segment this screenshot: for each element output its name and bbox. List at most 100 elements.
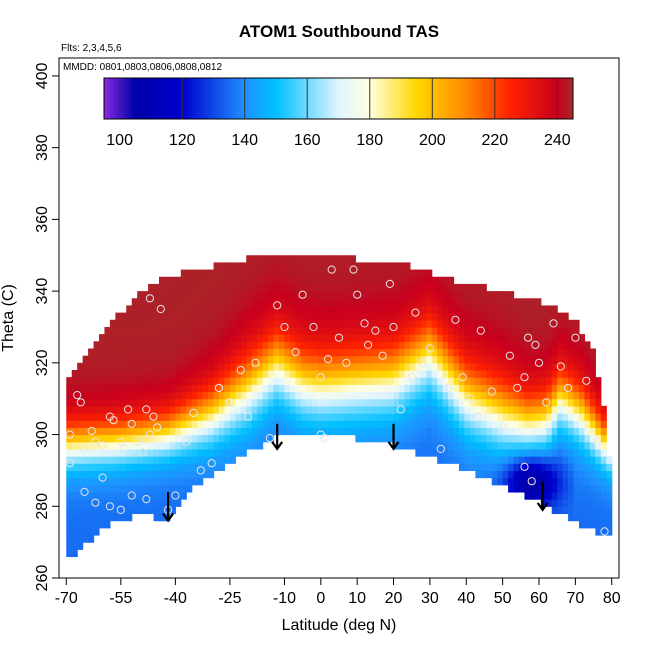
- heatmap-cell: [589, 362, 596, 371]
- heatmap-cell: [93, 520, 100, 529]
- heatmap-cell: [104, 470, 111, 479]
- heatmap-cell: [126, 319, 133, 328]
- heatmap-cell: [180, 391, 187, 400]
- heatmap-cell: [126, 348, 133, 357]
- heatmap-cell: [257, 413, 264, 421]
- heatmap-cell: [246, 305, 253, 314]
- heatmap-cell: [388, 326, 395, 335]
- heatmap-cell: [502, 441, 509, 450]
- colorbar-segment: [560, 78, 565, 119]
- heatmap-cell: [142, 413, 149, 421]
- heatmap-cell: [546, 355, 553, 364]
- heatmap-cell: [448, 341, 455, 350]
- observation-point: [149, 412, 158, 421]
- heatmap-cell: [519, 362, 526, 371]
- heatmap-cell: [382, 269, 389, 278]
- heatmap-cell: [311, 283, 318, 292]
- heatmap-cell: [224, 434, 231, 443]
- heatmap-cell: [344, 276, 351, 285]
- heatmap-cell: [148, 283, 155, 292]
- heatmap-cell: [377, 384, 384, 393]
- heatmap-cell: [524, 298, 531, 307]
- colorbar-segment: [394, 78, 399, 119]
- heatmap-cell: [513, 456, 520, 464]
- heatmap-cell: [371, 427, 378, 436]
- heatmap-cell: [469, 377, 476, 385]
- heatmap-cell: [131, 420, 138, 428]
- heatmap-cell: [169, 312, 176, 321]
- heatmap-cell: [289, 283, 296, 292]
- heatmap-cell: [131, 370, 138, 378]
- heatmap-cell: [333, 255, 340, 264]
- heatmap-cell: [99, 377, 106, 385]
- heatmap-cell: [339, 377, 346, 385]
- heatmap-cell: [486, 448, 493, 457]
- heatmap-cell: [393, 377, 400, 385]
- heatmap-cell: [339, 391, 346, 400]
- heatmap-cell: [311, 398, 318, 407]
- heatmap-cell: [279, 276, 286, 285]
- colorbar-segment: [554, 78, 558, 119]
- heatmap-cell: [268, 391, 275, 400]
- heatmap-cell: [224, 370, 231, 378]
- heatmap-cell: [224, 448, 231, 457]
- heatmap-cell: [115, 370, 122, 378]
- heatmap-cell: [306, 384, 313, 393]
- heatmap-cell: [426, 384, 433, 393]
- heatmap-cell: [159, 484, 166, 493]
- heatmap-cell: [142, 362, 149, 371]
- heatmap-cell: [169, 413, 176, 421]
- heatmap-cell: [295, 427, 302, 436]
- heatmap-cell: [262, 262, 269, 271]
- heatmap-cell: [426, 434, 433, 443]
- colorbar-segment: [516, 78, 521, 119]
- heatmap-cell: [540, 305, 547, 314]
- heatmap-cell: [573, 513, 580, 522]
- heatmap-cell: [480, 398, 487, 407]
- heatmap-cell: [300, 276, 307, 285]
- heatmap-cell: [491, 463, 498, 472]
- heatmap-cell: [382, 427, 389, 436]
- heatmap-cell: [148, 484, 155, 493]
- heatmap-cell: [120, 319, 127, 328]
- heatmap-cell: [153, 341, 160, 350]
- heatmap-cell: [246, 434, 253, 443]
- heatmap-cell: [497, 384, 504, 393]
- heatmap-cell: [437, 355, 444, 364]
- heatmap-cell: [459, 355, 466, 364]
- heatmap-cell: [606, 506, 613, 515]
- heatmap-cell: [251, 434, 258, 443]
- observation-point: [549, 319, 558, 328]
- heatmap-cell: [300, 362, 307, 371]
- heatmap-cell: [202, 326, 209, 335]
- heatmap-cell: [437, 384, 444, 393]
- heatmap-cell: [240, 448, 247, 457]
- heatmap-cell: [437, 456, 444, 464]
- heatmap-cell: [88, 520, 95, 529]
- heatmap-cell: [93, 355, 100, 364]
- heatmap-cell: [213, 427, 220, 436]
- heatmap-cell: [529, 355, 536, 364]
- heatmap-cell: [284, 283, 291, 292]
- heatmap-cell: [224, 384, 231, 393]
- heatmap-cell: [284, 420, 291, 428]
- heatmap-cell: [513, 398, 520, 407]
- heatmap-cell: [115, 448, 122, 457]
- heatmap-cell: [322, 262, 329, 271]
- heatmap-cell: [349, 370, 356, 378]
- heatmap-cell: [317, 276, 324, 285]
- heatmap-cell: [404, 276, 411, 285]
- heatmap-cell: [595, 527, 602, 536]
- heatmap-cell: [388, 262, 395, 271]
- heatmap-cell: [404, 370, 411, 378]
- heatmap-cell: [464, 370, 471, 378]
- heatmap-cell: [328, 398, 335, 407]
- heatmap-cell: [235, 420, 242, 428]
- heatmap-cell: [148, 398, 155, 407]
- heatmap-cell: [224, 312, 231, 321]
- heatmap-cell: [289, 398, 296, 407]
- heatmap-cell: [404, 283, 411, 292]
- heatmap-cell: [584, 398, 591, 407]
- heatmap-cell: [497, 413, 504, 421]
- colorbar-segment: [469, 78, 474, 119]
